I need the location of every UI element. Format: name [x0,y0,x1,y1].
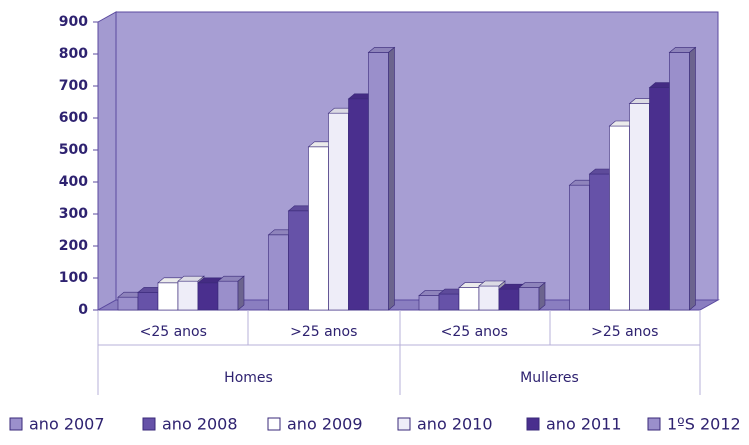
bar-front [438,293,460,311]
bar-front [498,288,520,311]
y-tick-label: 100 [59,270,88,286]
x-tick-label: <25 anos [441,324,508,340]
y-tick-label: 500 [59,142,88,158]
bar-front [288,210,309,311]
legend-swatch [9,417,23,431]
y-tick-label: 800 [59,46,88,62]
bar-front [157,282,179,311]
bar-front [268,234,289,311]
bar-side [237,275,245,311]
side-wall [97,11,117,311]
bar-front [348,98,369,311]
y-tick-label: 700 [59,78,88,94]
bar-front [589,173,610,311]
bar-front [669,52,690,311]
legend-swatch [142,417,156,431]
legend-label: ano 2007 [29,415,105,434]
bar-side [538,281,546,311]
bar-front [569,184,590,311]
legend-label: ano 2011 [546,415,622,434]
bar-side [388,46,395,311]
legend-swatch [647,417,661,431]
bar-front [478,285,500,311]
bar-front [609,125,630,311]
bar-front [217,280,239,311]
group-label: Mulleres [520,370,579,386]
bar-front [177,280,199,311]
y-tick-label: 400 [59,174,88,190]
bar-front [368,52,389,311]
x-tick-label: <25 anos [140,324,207,340]
bar [217,275,245,311]
bar-front [308,146,329,311]
y-tick-label: 900 [59,14,88,30]
category-table [97,310,701,395]
group-label: Homes [224,370,273,386]
y-tick-label: 0 [78,302,88,318]
legend-label: ano 2010 [417,415,493,434]
bar [668,46,697,311]
bar-front [629,103,650,311]
y-tick-label: 300 [59,206,88,222]
bar-front [117,296,139,311]
y-tick-label: 200 [59,238,88,254]
legend-swatch [267,417,281,431]
bar-front [328,112,349,311]
bar-front [518,287,540,311]
legend-label: 1ºS 2012 [667,415,741,434]
bar-front [197,282,219,311]
bar-side [689,46,696,311]
legend-swatch [397,417,411,431]
bar-front [458,287,480,311]
bar-front [418,295,440,311]
bar [518,281,546,311]
bar [367,46,396,311]
bar-front [649,87,670,311]
legend-label: ano 2009 [287,415,363,434]
x-tick-label: >25 anos [290,324,357,340]
legend-label: ano 2008 [162,415,238,434]
legend-swatch [526,417,540,431]
y-tick-label: 600 [59,110,88,126]
x-tick-label: >25 anos [591,324,658,340]
bar-front [137,292,159,311]
